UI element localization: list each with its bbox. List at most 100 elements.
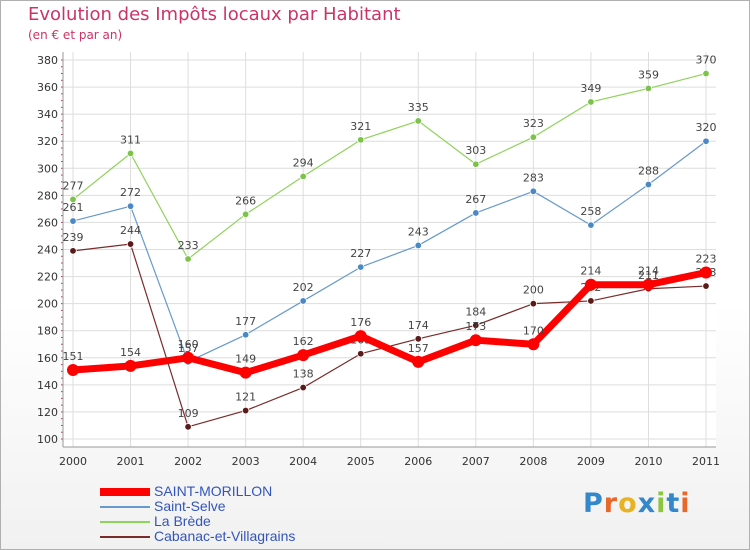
legend-swatch-saint-selve <box>100 506 150 508</box>
data-point-saint-selve <box>587 221 595 229</box>
data-label-saint-selve: 177 <box>235 315 256 328</box>
data-point-cabanac-et-villagrains <box>357 350 365 358</box>
data-point-saint-selve <box>472 209 480 217</box>
data-point-saint-morillon <box>124 359 137 372</box>
data-label-saint-selve: 243 <box>408 225 429 238</box>
data-label-cabanac-et-villagrains: 211 <box>638 269 659 282</box>
data-label-la-brede: 266 <box>235 194 256 207</box>
data-label-saint-morillon: 214 <box>580 265 601 278</box>
logo-letter: P <box>583 488 604 519</box>
data-point-saint-selve <box>126 202 135 210</box>
legend-swatch-la-brede <box>100 521 150 523</box>
x-tick-label: 2004 <box>289 455 317 468</box>
data-point-saint-morillon <box>527 338 540 351</box>
data-point-la-brede <box>414 117 422 125</box>
data-label-la-brede: 294 <box>293 156 314 169</box>
y-tick-label: 280 <box>37 189 58 202</box>
data-label-la-brede: 359 <box>638 68 659 81</box>
data-label-la-brede: 303 <box>465 144 486 157</box>
data-label-saint-selve: 261 <box>63 201 84 214</box>
data-label-saint-selve: 202 <box>293 281 314 294</box>
x-tick-label: 2006 <box>404 455 432 468</box>
y-tick-label: 180 <box>37 325 58 338</box>
data-point-cabanac-et-villagrains <box>126 240 135 248</box>
legend-label-saint-selve: Saint-Selve <box>154 498 226 514</box>
data-label-saint-morillon: 157 <box>408 342 429 355</box>
y-tick-label: 380 <box>37 54 58 67</box>
data-point-saint-selve <box>414 241 422 250</box>
y-tick-label: 100 <box>37 433 58 446</box>
data-label-cabanac-et-villagrains: 200 <box>523 284 544 297</box>
y-tick-label: 260 <box>37 216 58 229</box>
y-tick-label: 320 <box>37 135 58 148</box>
data-point-saint-selve <box>529 187 538 195</box>
y-tick-label: 220 <box>37 271 58 284</box>
data-label-la-brede: 311 <box>120 133 141 146</box>
data-point-la-brede <box>241 210 250 219</box>
logo-letter: t <box>666 488 681 519</box>
data-label-saint-morillon: 160 <box>178 338 199 351</box>
data-point-cabanac-et-villagrains <box>414 335 422 343</box>
legend-swatch-cabanac-et-villagrains <box>100 536 150 538</box>
series-line-la-brede <box>72 72 707 260</box>
data-point-cabanac-et-villagrains <box>472 321 480 329</box>
data-point-la-brede <box>529 133 538 141</box>
data-label-la-brede: 321 <box>350 120 371 133</box>
x-tick-label: 2002 <box>174 455 202 468</box>
data-label-la-brede: 233 <box>178 239 199 252</box>
data-point-la-brede <box>184 255 192 263</box>
data-label-cabanac-et-villagrains: 239 <box>63 231 84 244</box>
y-tick-label: 140 <box>37 379 58 392</box>
data-label-saint-morillon: 223 <box>696 253 717 266</box>
data-point-saint-morillon <box>182 351 195 364</box>
data-point-saint-selve <box>241 331 250 339</box>
data-point-saint-selve <box>702 137 710 145</box>
x-tick-label: 2009 <box>577 455 605 468</box>
x-tick-label: 2003 <box>232 455 260 468</box>
data-label-saint-morillon: 176 <box>350 316 371 329</box>
data-point-la-brede <box>587 98 595 106</box>
legend-label-la-brede: La Brède <box>154 513 211 529</box>
data-point-la-brede <box>702 69 710 78</box>
legend-swatch-saint-morillon <box>100 488 150 496</box>
x-tick-label: 2008 <box>519 455 547 468</box>
data-label-saint-selve: 227 <box>350 247 371 260</box>
logo-letter: i <box>680 488 691 519</box>
data-point-saint-morillon <box>354 330 367 343</box>
data-point-la-brede <box>357 136 365 144</box>
x-tick-label: 2005 <box>347 455 375 468</box>
data-point-la-brede <box>644 84 653 93</box>
data-label-saint-morillon: 151 <box>63 350 84 363</box>
data-point-saint-selve <box>69 217 77 225</box>
logo-letter: x <box>637 488 657 519</box>
data-label-saint-selve: 288 <box>638 165 659 178</box>
y-tick-label: 340 <box>37 108 58 121</box>
data-point-saint-morillon <box>239 366 252 379</box>
logo-letter: r <box>603 488 619 519</box>
data-label-saint-morillon: 162 <box>293 335 314 348</box>
data-label-saint-morillon: 149 <box>235 353 256 366</box>
chart-title: Evolution des Impôts locaux par Habitant <box>28 4 401 25</box>
data-point-cabanac-et-villagrains <box>69 247 77 255</box>
logo-letter: o <box>618 488 638 519</box>
data-label-saint-morillon: 214 <box>638 265 659 278</box>
y-tick-label: 200 <box>37 298 58 311</box>
data-point-cabanac-et-villagrains <box>702 282 710 290</box>
data-point-saint-morillon <box>297 349 310 362</box>
data-label-la-brede: 349 <box>580 82 601 95</box>
data-point-cabanac-et-villagrains <box>184 423 192 431</box>
data-label-saint-selve: 258 <box>580 205 601 218</box>
x-tick-label: 2010 <box>634 455 662 468</box>
y-tick-label: 120 <box>37 406 58 419</box>
data-point-cabanac-et-villagrains <box>241 406 250 415</box>
data-label-la-brede: 370 <box>696 54 717 67</box>
legend-label-saint-morillon: SAINT-MORILLON <box>154 483 273 499</box>
data-label-saint-selve: 267 <box>465 193 486 206</box>
data-label-saint-morillon: 154 <box>120 346 141 359</box>
data-point-la-brede <box>69 195 77 204</box>
data-point-la-brede <box>126 149 135 158</box>
data-point-la-brede <box>299 172 307 181</box>
data-label-saint-morillon: 173 <box>465 320 486 333</box>
data-label-la-brede: 277 <box>63 179 84 192</box>
line-chart: 100 120 140 160 180 200 220 240 260 280 300 320 340 3… <box>37 52 720 468</box>
